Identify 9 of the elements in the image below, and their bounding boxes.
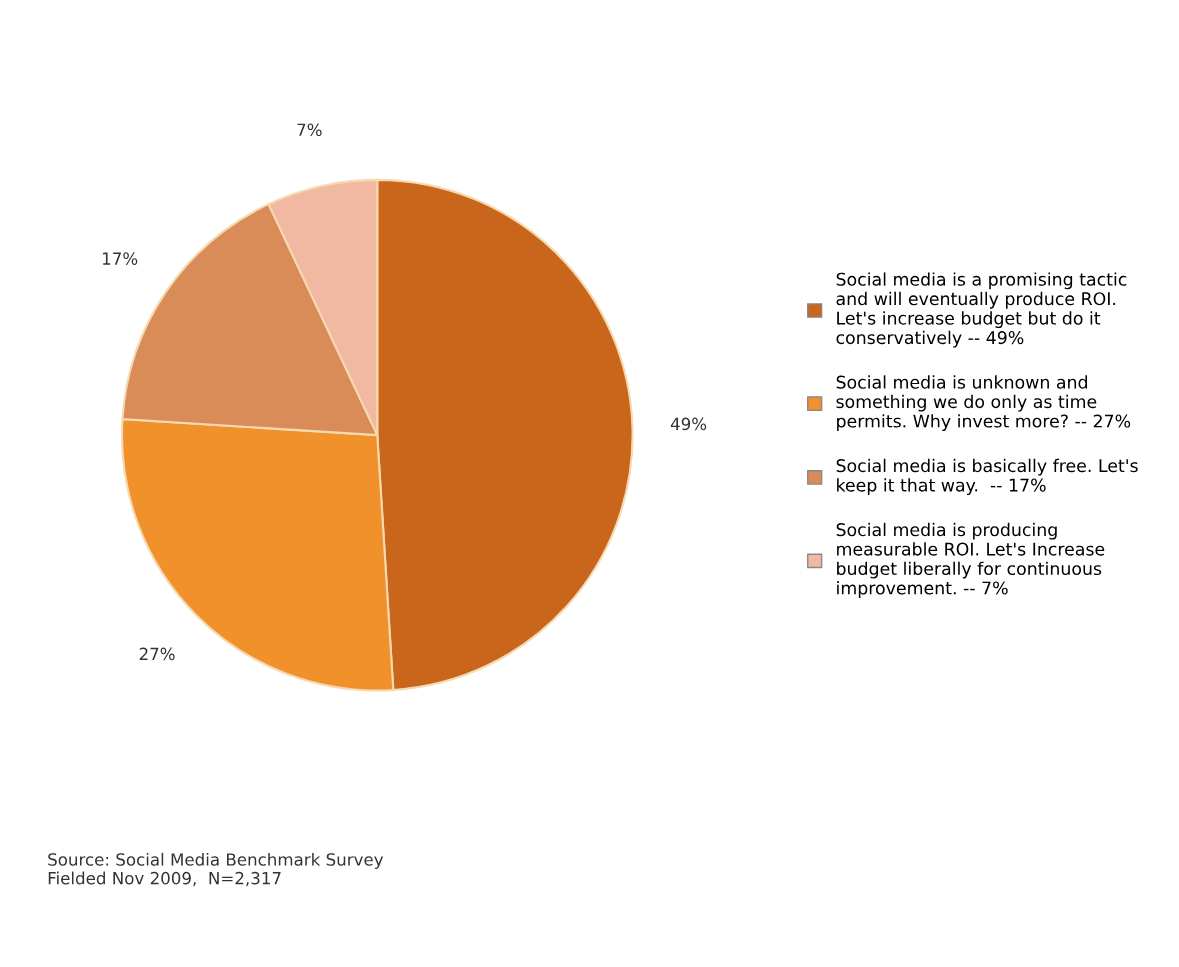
data-label: 27%: [139, 647, 175, 661]
source-note: Source: Social Media Benchmark Survey Fielded Nov 2009, N=2,317: [48, 852, 384, 887]
data-label: 7%: [297, 123, 322, 137]
data-label: 49%: [670, 417, 707, 431]
data-label: 17%: [102, 252, 138, 265]
legend-label: Social media is basically free. Let's keep it that way. -- 17%: [836, 458, 1138, 495]
legend-label: Social media is a promising tactic and will eventually produce ROI. Let's increase budget but do it conservatively -- 49%: [836, 272, 1127, 348]
legend-label: Social media is unknown and something we do only as time permits. Why invest more? -- 27%: [836, 375, 1131, 431]
legend-label: Social media is producing measurable ROI. Let's Increase budget liberally for continuous improvement. -- 7%: [836, 522, 1105, 598]
